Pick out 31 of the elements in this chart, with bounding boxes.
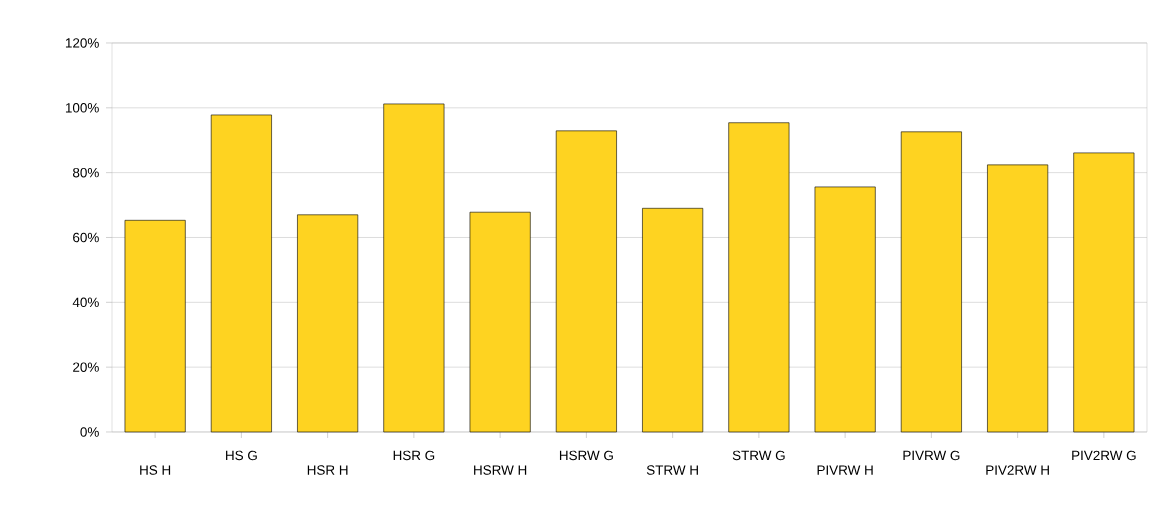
x-tick-label: PIV2RW H — [986, 465, 1049, 475]
bar — [469, 211, 531, 433]
bar — [555, 130, 617, 433]
bar — [210, 114, 272, 433]
bar — [297, 214, 359, 433]
y-tick-label: 40% — [72, 297, 99, 308]
x-tick-label: PIVRW G — [903, 450, 960, 461]
bar — [1073, 152, 1135, 433]
y-tick-label: 80% — [72, 167, 99, 178]
y-tick-label: 20% — [73, 362, 99, 372]
x-tick-label: STRW G — [732, 450, 785, 461]
y-tick-label: 60% — [73, 232, 99, 243]
x-tick-label: HSR H — [307, 465, 348, 475]
bar — [728, 122, 790, 433]
x-tick-label: PIVRW H — [817, 465, 873, 475]
bar — [900, 131, 962, 433]
bar — [987, 164, 1049, 433]
x-tick-label: HSRW G — [559, 450, 613, 461]
x-tick-label: HSR G — [393, 450, 435, 461]
y-tick-label: 0% — [80, 427, 99, 437]
y-tick-label: 120% — [65, 38, 99, 48]
bar — [124, 220, 186, 433]
bar — [814, 186, 876, 433]
x-tick-label: HS G — [226, 450, 257, 461]
x-tick-label: HSRW H — [474, 465, 527, 475]
bar — [642, 208, 704, 433]
x-tick-label: HS H — [140, 465, 171, 475]
y-tick-label: 100% — [65, 103, 99, 113]
bar — [383, 103, 445, 433]
x-tick-label: STRW H — [646, 465, 698, 475]
x-tick-label: PIV2RW G — [1072, 450, 1136, 461]
